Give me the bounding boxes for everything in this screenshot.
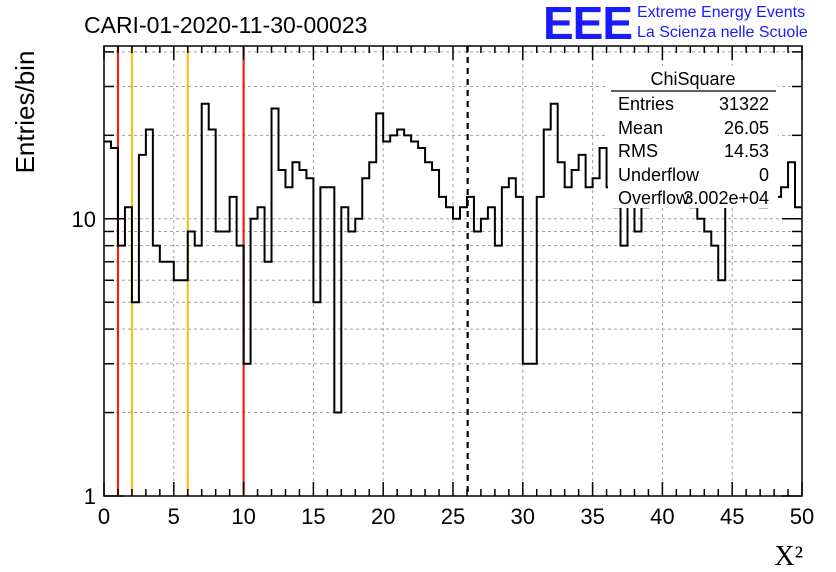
y-axis-label: Entries/bin — [10, 51, 40, 174]
stats-mean-label: Mean — [618, 118, 663, 138]
x-tick-label: 10 — [231, 504, 255, 529]
axis-ticks — [103, 46, 803, 497]
x-tick-label: 30 — [511, 504, 535, 529]
x-tick-label: 5 — [168, 504, 180, 529]
stats-overflow-label: Overflow — [618, 188, 690, 208]
logo-text-line2: La Scienza nelle Scuole — [637, 24, 808, 41]
x-tick-label: 45 — [720, 504, 744, 529]
stats-rms-value: 14.53 — [724, 141, 769, 161]
x-axis-label: X² — [774, 541, 803, 572]
y-tick-labels: 1 10 — [72, 207, 96, 509]
reference-lines — [116, 46, 469, 496]
x-tick-labels: 0 5 10 15 20 25 30 35 40 45 50 — [98, 504, 814, 529]
stats-entries-value: 31322 — [719, 94, 769, 114]
x-tick-label: 50 — [790, 504, 814, 529]
x-tick-label: 15 — [301, 504, 325, 529]
stats-rms-label: RMS — [618, 141, 658, 161]
x-tick-label: 25 — [441, 504, 465, 529]
stats-underflow-label: Underflow — [618, 165, 700, 185]
chart-title: CARI-01-2020-11-30-00023 — [84, 12, 367, 38]
y-tick-label: 1 — [84, 484, 96, 509]
x-tick-label: 0 — [98, 504, 110, 529]
stats-overflow-value: 3.002e+04 — [683, 188, 769, 208]
stats-title: ChiSquare — [650, 69, 735, 89]
eee-logo: EEE — [543, 0, 633, 49]
x-tick-label: 20 — [371, 504, 395, 529]
logo-text-line1: Extreme Energy Events — [637, 4, 806, 21]
stats-mean-value: 26.05 — [724, 118, 769, 138]
y-tick-label: 10 — [72, 207, 96, 232]
x-tick-label: 40 — [650, 504, 674, 529]
stats-underflow-value: 0 — [759, 165, 769, 185]
x-tick-label: 35 — [580, 504, 604, 529]
stats-entries-label: Entries — [618, 94, 674, 114]
stats-box: ChiSquare Entries 31322 Mean 26.05 RMS 1… — [608, 66, 778, 208]
